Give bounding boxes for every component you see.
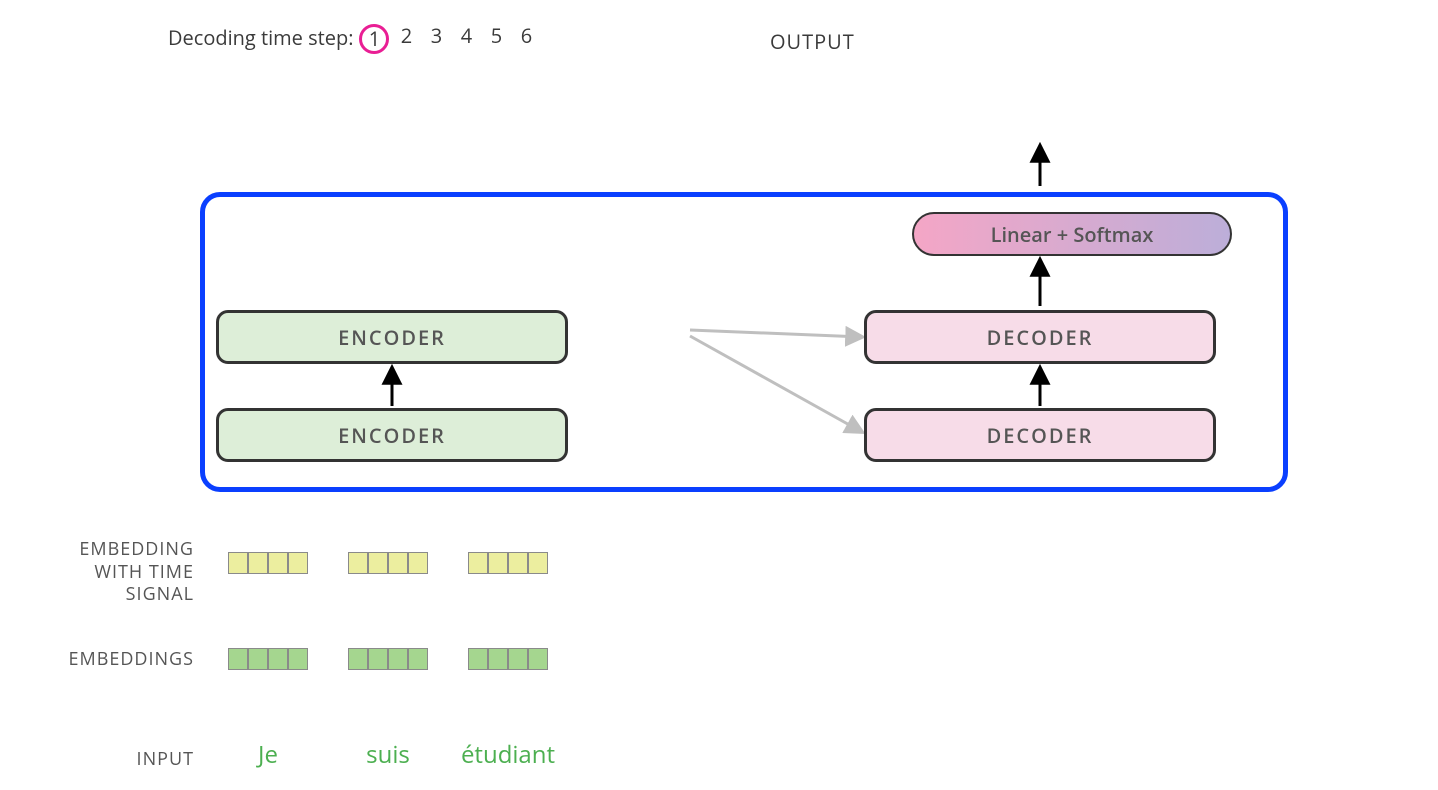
- embedding-cell: [408, 648, 428, 670]
- embedding-cell: [348, 648, 368, 670]
- embedding-vector: [348, 648, 428, 670]
- timestep-number: 3: [424, 22, 448, 49]
- embedding-cell: [508, 552, 528, 574]
- row-label-time-signal: EMBEDDING WITH TIME SIGNAL: [0, 538, 194, 606]
- encoder-block-1-label: ENCODER: [338, 422, 446, 449]
- embedding-cell: [228, 648, 248, 670]
- embedding-cell: [268, 552, 288, 574]
- embedding-cell: [528, 648, 548, 670]
- embedding-cell: [508, 648, 528, 670]
- embedding-cell: [488, 648, 508, 670]
- timestep-number: 6: [514, 22, 538, 49]
- embedding-vector: [468, 552, 548, 574]
- output-label: OUTPUT: [770, 28, 855, 55]
- embedding-cell: [368, 648, 388, 670]
- timestep-number: 4: [454, 22, 478, 49]
- embedding-cell: [368, 552, 388, 574]
- embedding-cell: [288, 552, 308, 574]
- input-token: Je: [228, 738, 308, 771]
- input-token: suis: [348, 738, 428, 771]
- decoder-block-1: DECODER: [864, 408, 1216, 462]
- embedding-cell: [468, 648, 488, 670]
- linear-softmax-block: Linear + Softmax: [912, 212, 1232, 256]
- timestep-label: Decoding time step:: [168, 24, 353, 51]
- decoder-block-0-label: DECODER: [987, 324, 1094, 351]
- embedding-cell: [468, 552, 488, 574]
- encoder-block-0-label: ENCODER: [338, 324, 446, 351]
- embedding-cell: [488, 552, 508, 574]
- embedding-vector: [348, 552, 428, 574]
- embedding-cell: [528, 552, 548, 574]
- embedding-vector: [228, 552, 308, 574]
- timestep-number: 5: [484, 22, 508, 49]
- embedding-cell: [348, 552, 368, 574]
- embedding-cell: [248, 552, 268, 574]
- embedding-cell: [388, 648, 408, 670]
- input-token: étudiant: [453, 738, 563, 771]
- embedding-cell: [408, 552, 428, 574]
- embedding-cell: [248, 648, 268, 670]
- timestep-header: Decoding time step: 123456: [168, 22, 541, 54]
- embedding-vector: [228, 648, 308, 670]
- embedding-cell: [288, 648, 308, 670]
- timestep-number: 2: [394, 22, 418, 49]
- linear-softmax-label: Linear + Softmax: [991, 221, 1154, 248]
- timestep-active: 1: [359, 24, 389, 54]
- encoder-block-0: ENCODER: [216, 310, 568, 364]
- embedding-cell: [388, 552, 408, 574]
- row-label-embeddings: EMBEDDINGS: [0, 648, 194, 671]
- embedding-cell: [268, 648, 288, 670]
- row-label-input: INPUT: [0, 748, 194, 771]
- encoder-block-1: ENCODER: [216, 408, 568, 462]
- embedding-vector: [468, 648, 548, 670]
- embedding-cell: [228, 552, 248, 574]
- decoder-block-1-label: DECODER: [987, 422, 1094, 449]
- decoder-block-0: DECODER: [864, 310, 1216, 364]
